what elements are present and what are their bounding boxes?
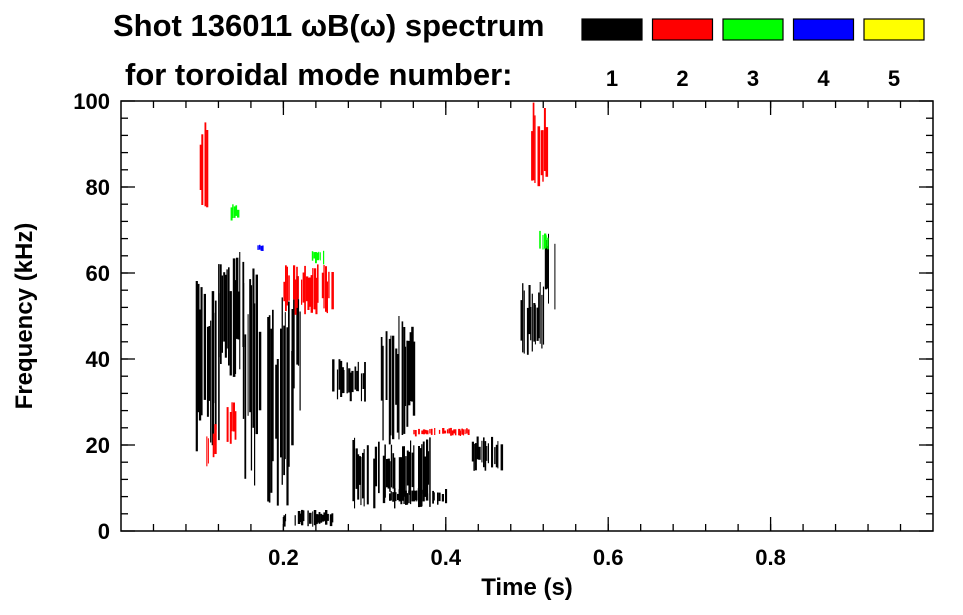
n=1-region-8 — [389, 488, 448, 505]
y-tick-label: 100 — [73, 89, 110, 114]
chart-title-line2: for toroidal mode number: — [125, 57, 513, 92]
y-tick-label: 20 — [86, 433, 110, 458]
x-tick-label: 0.8 — [755, 545, 786, 570]
n=3-region-1 — [230, 204, 240, 221]
chart-title-line1: Shot 136011 ωB(ω) spectrum — [113, 8, 544, 43]
n=1-region-7 — [352, 437, 431, 509]
y-tick-label: 80 — [86, 175, 110, 200]
n=1-region-9 — [380, 316, 416, 445]
legend-swatch-2 — [651, 18, 714, 41]
legend-label-2: 2 — [676, 66, 688, 91]
x-axis-label: Time (s) — [481, 574, 573, 601]
y-tick-label: 0 — [98, 519, 110, 544]
legend-swatch-5 — [863, 18, 925, 41]
x-tick-label: 0.4 — [431, 545, 462, 570]
n=1-region-6 — [332, 359, 366, 402]
n=1-region-11 — [520, 282, 545, 355]
n=3-region-2 — [539, 230, 549, 250]
n=1-region-12 — [544, 233, 556, 310]
axis-ticks: 0.2 0.4 0.6 0.8 0 20 40 60 80 100 — [73, 89, 933, 570]
spectrogram-data — [195, 102, 556, 527]
legend-label-1: 1 — [606, 66, 618, 91]
n=1-region-3 — [267, 297, 294, 506]
plot-frame — [120, 100, 934, 532]
legend-swatch-4 — [792, 18, 855, 41]
n=2-region-5 — [531, 102, 549, 187]
n=2-region-3 — [283, 264, 334, 315]
n=1-region-4 — [283, 509, 334, 527]
legend-swatch-3 — [722, 18, 784, 41]
legend-swatch-1 — [581, 18, 643, 41]
legend-label-4: 4 — [817, 66, 830, 91]
n=2-region-0 — [199, 122, 209, 208]
n=1-region-0 — [195, 264, 220, 452]
x-tick-label: 0.6 — [593, 545, 624, 570]
n=1-region-1 — [218, 252, 245, 377]
y-axis-label: Frequency (kHz) — [11, 223, 38, 410]
y-tick-label: 40 — [86, 347, 110, 372]
n=1-region-5 — [291, 276, 301, 411]
n=2-region-1 — [206, 424, 217, 467]
n=1-region-10 — [471, 436, 504, 471]
n=1-region-2 — [242, 268, 262, 486]
legend-label-5: 5 — [888, 66, 900, 91]
legend-label-3: 3 — [747, 66, 759, 91]
n=2-region-2 — [226, 402, 237, 444]
x-tick-label: 0.2 — [268, 545, 299, 570]
y-tick-label: 60 — [86, 261, 110, 286]
n=3-region-0 — [311, 250, 325, 265]
n=4-region-0 — [257, 244, 264, 251]
n=2-region-4 — [413, 427, 470, 437]
legend: 1 2 3 4 5 — [581, 18, 925, 91]
